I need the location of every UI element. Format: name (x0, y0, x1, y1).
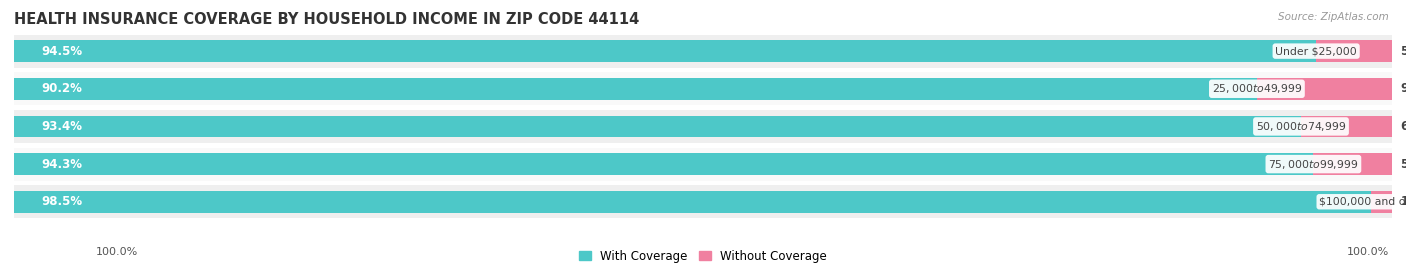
Text: Under $25,000: Under $25,000 (1275, 46, 1357, 56)
Text: 100.0%: 100.0% (96, 247, 138, 257)
Bar (14, 115, 1301, 137)
Bar (14, 191, 1371, 213)
Text: 98.5%: 98.5% (42, 195, 83, 208)
Bar (14, 110, 1392, 143)
Bar (1257, 78, 1392, 100)
Bar (14, 147, 1392, 181)
Text: HEALTH INSURANCE COVERAGE BY HOUSEHOLD INCOME IN ZIP CODE 44114: HEALTH INSURANCE COVERAGE BY HOUSEHOLD I… (14, 12, 640, 27)
Text: 6.6%: 6.6% (1400, 120, 1406, 133)
Text: 94.5%: 94.5% (42, 45, 83, 58)
Text: 1.5%: 1.5% (1400, 195, 1406, 208)
Bar (14, 40, 1316, 62)
Bar (1313, 153, 1392, 175)
Text: $25,000 to $49,999: $25,000 to $49,999 (1212, 82, 1302, 95)
Text: $100,000 and over: $100,000 and over (1319, 197, 1406, 207)
Text: 5.7%: 5.7% (1400, 158, 1406, 171)
Bar (1301, 115, 1392, 137)
Bar (1371, 191, 1392, 213)
Bar (14, 153, 1313, 175)
Text: Source: ZipAtlas.com: Source: ZipAtlas.com (1278, 12, 1389, 22)
Text: 9.8%: 9.8% (1400, 82, 1406, 95)
Text: 5.5%: 5.5% (1400, 45, 1406, 58)
Text: 94.3%: 94.3% (42, 158, 83, 171)
Bar (14, 78, 1257, 100)
Text: 90.2%: 90.2% (42, 82, 83, 95)
Bar (14, 72, 1392, 105)
Bar (14, 34, 1392, 68)
Bar (1316, 40, 1392, 62)
Text: $50,000 to $74,999: $50,000 to $74,999 (1256, 120, 1346, 133)
Bar (14, 185, 1392, 218)
Text: 93.4%: 93.4% (42, 120, 83, 133)
Legend: With Coverage, Without Coverage: With Coverage, Without Coverage (574, 245, 832, 267)
Text: $75,000 to $99,999: $75,000 to $99,999 (1268, 158, 1358, 171)
Text: 100.0%: 100.0% (1347, 247, 1389, 257)
